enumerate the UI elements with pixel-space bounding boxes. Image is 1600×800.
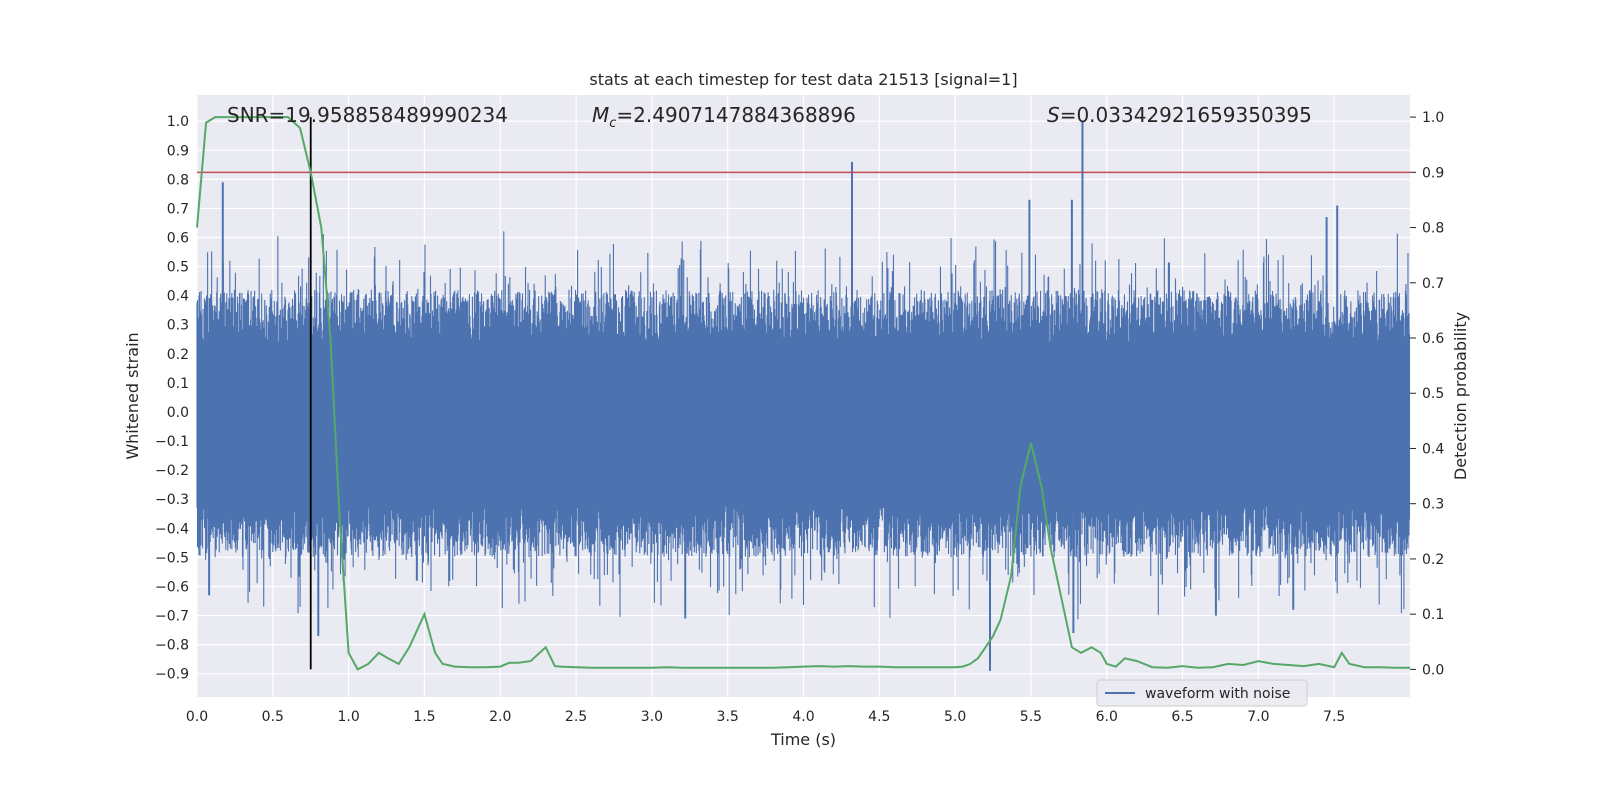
probability-line — [196, 116, 1410, 671]
y-right-axis-ticks: 1.0 0.9 0.8 0.7 0.6 0.5 0.4 0.3 0.2 0.1 0.0 — [1410, 110, 1444, 678]
x-tick-label: 0.5 — [262, 709, 284, 725]
y-right-tick-label: 0.5 — [1422, 386, 1444, 402]
x-tick-label: 7.5 — [1323, 709, 1345, 725]
legend-box — [1096, 679, 1308, 707]
y-left-tick-label: 0.9 — [167, 143, 189, 159]
y-right-tick-label: 0.2 — [1422, 552, 1444, 568]
s-annotation: S=0.03342921659350395 — [1047, 103, 1312, 127]
chirp-mass-annotation: Mc=2.4907147884368896 — [592, 103, 856, 131]
waveform-trace — [196, 231, 1411, 620]
y-left-tick-label: −0.5 — [155, 550, 189, 566]
y-left-tick-label: 0.8 — [167, 172, 189, 188]
y-left-tick-label: 0.6 — [167, 231, 189, 247]
y-right-tick-label: 0.4 — [1422, 441, 1444, 457]
x-axis-label: Time (s) — [770, 730, 836, 749]
chart-title: stats at each timestep for test data 215… — [589, 70, 1017, 89]
snr-annotation: SNR=19.958858489990234 — [227, 103, 508, 127]
x-axis-ticks: 0.0 0.5 1.0 1.5 2.0 2.5 3.0 3.5 4.0 4.5 5.0 5.5 6.0 6… — [186, 709, 1345, 725]
x-tick-label: 3.5 — [717, 709, 739, 725]
x-tick-label: 5.0 — [944, 709, 966, 725]
y-right-tick-label: 0.1 — [1422, 607, 1444, 623]
y-left-tick-label: −0.6 — [155, 579, 189, 595]
y-right-tick-label: 1.0 — [1422, 110, 1444, 126]
y-right-tick-label: 0.6 — [1422, 331, 1444, 347]
x-tick-label: 4.5 — [868, 709, 890, 725]
y-left-axis-ticks: 1.0 0.9 0.8 0.7 0.6 0.5 0.4 0.3 0.2 0.1 0.0 −0.1 −0.… — [155, 114, 189, 683]
x-tick-label: 1.0 — [337, 709, 359, 725]
s-symbol: S — [1047, 103, 1060, 127]
x-tick-label: 7.0 — [1247, 709, 1269, 725]
y-left-tick-label: −0.9 — [155, 667, 189, 683]
mc-subscript: c — [609, 116, 616, 131]
y-right-axis-label: Detection probability — [1451, 312, 1470, 480]
y-left-tick-label: −0.4 — [155, 521, 189, 537]
y-right-tick-label: 0.0 — [1422, 662, 1444, 678]
y-left-tick-label: −0.7 — [155, 609, 189, 625]
y-left-tick-label: 0.7 — [167, 201, 189, 217]
y-left-tick-label: 0.4 — [167, 289, 189, 305]
y-left-tick-label: 0.3 — [167, 318, 189, 334]
waveform-series — [196, 121, 1411, 671]
y-left-tick-label: −0.2 — [155, 463, 189, 479]
mc-symbol: M — [592, 103, 609, 127]
y-right-tick-label: 0.9 — [1422, 165, 1444, 181]
x-tick-label: 1.5 — [413, 709, 435, 725]
y-left-tick-label: −0.8 — [155, 638, 189, 654]
y-right-tick-label: 0.7 — [1422, 276, 1444, 292]
x-tick-label: 4.0 — [792, 709, 814, 725]
y-left-tick-label: −0.3 — [155, 492, 189, 508]
x-tick-label: 5.5 — [1020, 709, 1042, 725]
mc-value: =2.4907147884368896 — [616, 103, 855, 127]
y-left-axis-label: Whitened strain — [123, 332, 142, 459]
y-left-tick-label: 0.0 — [167, 405, 189, 421]
s-value: =0.03342921659350395 — [1060, 103, 1312, 127]
y-left-tick-label: −0.1 — [155, 434, 189, 450]
x-tick-label: 2.0 — [489, 709, 511, 725]
y-right-tick-label: 0.8 — [1422, 221, 1444, 237]
x-tick-label: 0.0 — [186, 709, 208, 725]
probability-series — [196, 116, 1410, 671]
y-right-tick-label: 0.3 — [1422, 497, 1444, 513]
legend: waveform with noise — [1096, 679, 1308, 707]
x-tick-label: 6.0 — [1096, 709, 1118, 725]
legend-label: waveform with noise — [1145, 686, 1290, 702]
x-tick-label: 2.5 — [565, 709, 587, 725]
y-left-tick-label: 0.5 — [167, 260, 189, 276]
x-tick-label: 6.5 — [1171, 709, 1193, 725]
x-tick-label: 3.0 — [641, 709, 663, 725]
y-left-tick-label: 0.1 — [167, 376, 189, 392]
y-left-tick-label: 1.0 — [167, 114, 189, 130]
y-left-tick-label: 0.2 — [167, 347, 189, 363]
